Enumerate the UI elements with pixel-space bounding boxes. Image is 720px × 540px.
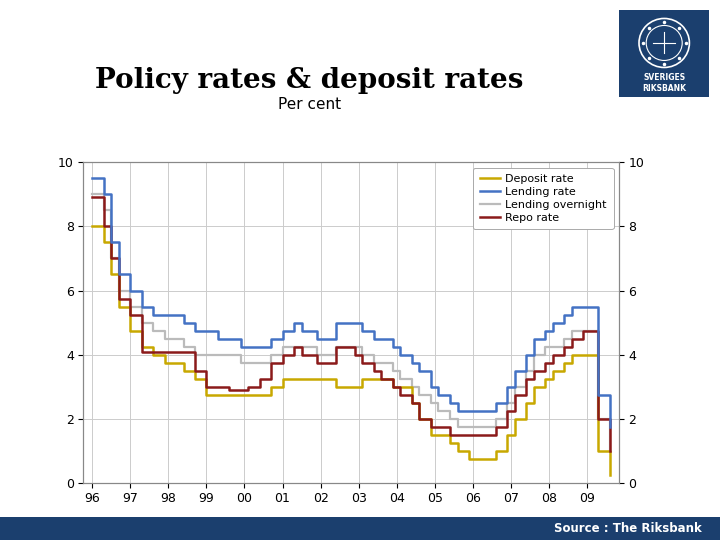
Repo rate xyxy=(396,392,405,398)
Lending rate xyxy=(606,424,614,430)
Lending overnight xyxy=(491,416,500,422)
Lending rate xyxy=(426,383,435,390)
Lending rate xyxy=(236,343,245,350)
Line: Lending overnight: Lending overnight xyxy=(92,194,610,451)
Text: Policy rates & deposit rates: Policy rates & deposit rates xyxy=(96,68,523,94)
Lending rate xyxy=(408,360,416,366)
Text: SVERIGES: SVERIGES xyxy=(643,73,685,83)
Deposit rate xyxy=(426,432,435,438)
Lending overnight xyxy=(88,191,96,197)
Deposit rate xyxy=(549,368,557,374)
Lending overnight xyxy=(236,360,245,366)
Deposit rate xyxy=(88,223,96,230)
Repo rate xyxy=(606,448,614,454)
Deposit rate xyxy=(236,392,245,398)
Deposit rate xyxy=(408,400,416,406)
Text: RIKSBANK: RIKSBANK xyxy=(642,84,686,93)
Text: Source : The Riksbank: Source : The Riksbank xyxy=(554,522,702,535)
Text: Per cent: Per cent xyxy=(278,97,341,112)
Repo rate xyxy=(408,400,416,406)
Deposit rate xyxy=(491,448,500,454)
Deposit rate xyxy=(606,472,614,478)
Lending rate xyxy=(88,175,96,181)
Deposit rate xyxy=(396,383,405,390)
Repo rate xyxy=(426,424,435,430)
Lending rate xyxy=(396,352,405,358)
Lending overnight xyxy=(549,343,557,350)
Legend: Deposit rate, Lending rate, Lending overnight, Repo rate: Deposit rate, Lending rate, Lending over… xyxy=(473,167,613,229)
Repo rate xyxy=(236,387,245,393)
Line: Deposit rate: Deposit rate xyxy=(92,226,610,475)
Lending rate xyxy=(549,319,557,326)
Repo rate xyxy=(491,424,500,430)
Repo rate xyxy=(88,194,96,200)
Lending rate xyxy=(491,400,500,406)
Lending overnight xyxy=(396,376,405,382)
Line: Lending rate: Lending rate xyxy=(92,178,610,427)
Lending overnight xyxy=(408,383,416,390)
Lending overnight xyxy=(426,400,435,406)
Repo rate xyxy=(549,352,557,358)
Lending overnight xyxy=(606,448,614,454)
Line: Repo rate: Repo rate xyxy=(92,197,610,451)
